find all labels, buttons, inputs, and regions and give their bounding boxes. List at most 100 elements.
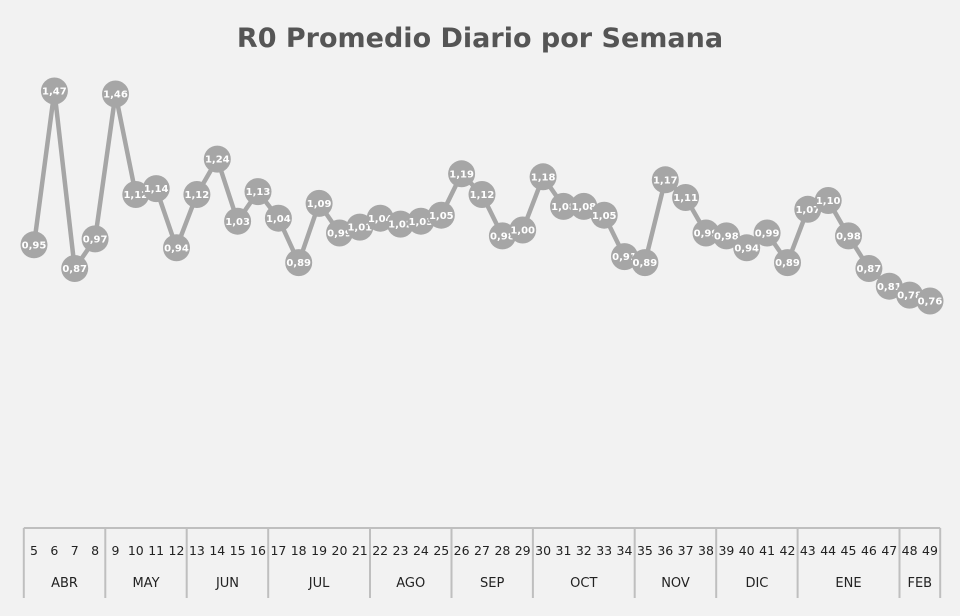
data-label: 1,05 <box>592 211 617 222</box>
data-point-marker <box>488 222 516 250</box>
x-tick-label: 28 <box>494 543 510 558</box>
x-tick-label: 16 <box>250 543 266 558</box>
data-label: 0,89 <box>633 258 658 269</box>
data-label: 1,04 <box>368 214 393 225</box>
data-point-marker <box>346 213 374 241</box>
data-point-marker <box>550 192 577 220</box>
data-point-marker <box>163 234 190 262</box>
data-label: 0,95 <box>22 240 47 251</box>
data-label: 1,12 <box>470 190 495 201</box>
data-point-marker <box>529 163 557 191</box>
x-tick-label: 24 <box>413 543 429 558</box>
data-label: 0,91 <box>612 252 637 263</box>
x-tick-label: 17 <box>270 543 286 558</box>
data-point-marker <box>427 201 455 229</box>
x-tick-label: 6 <box>50 543 58 558</box>
data-point-marker <box>448 160 476 188</box>
chart-title: R0 Promedio Diario por Semana <box>237 23 723 54</box>
x-tick-label: 19 <box>311 543 327 558</box>
x-tick-label: 22 <box>372 543 388 558</box>
data-point-marker <box>570 192 598 220</box>
x-tick-label: 31 <box>556 543 572 558</box>
data-label: 0,99 <box>755 229 780 240</box>
x-tick-label: 44 <box>820 543 836 558</box>
x-tick-label: 43 <box>800 543 816 558</box>
x-tick-label: 30 <box>535 543 551 558</box>
x-tick-label: 12 <box>169 543 185 558</box>
x-tick-label: 42 <box>780 543 796 558</box>
x-tick-label: 7 <box>71 543 79 558</box>
data-label: 1,12 <box>185 190 210 201</box>
data-label: 1,02 <box>388 220 413 231</box>
data-point-marker <box>672 184 700 211</box>
month-label: ENE <box>835 576 861 591</box>
x-tick-label: 49 <box>922 543 938 558</box>
x-tick-label: 35 <box>637 543 653 558</box>
data-label: 1,08 <box>571 202 596 213</box>
data-label: 1,11 <box>673 193 698 204</box>
data-point-marker <box>774 249 801 277</box>
x-tick-label: 11 <box>148 543 164 558</box>
x-tick-label: 21 <box>352 543 368 558</box>
data-point-marker <box>590 201 618 229</box>
data-point-marker <box>305 189 333 217</box>
x-tick-label: 10 <box>128 543 144 558</box>
data-label: 1,04 <box>266 214 291 225</box>
x-tick-label: 14 <box>209 543 225 558</box>
data-label: 0,76 <box>918 297 943 308</box>
data-label: 1,17 <box>653 175 678 186</box>
data-point-marker <box>285 249 313 277</box>
month-label: FEB <box>907 576 932 591</box>
x-tick-label: 18 <box>291 543 307 558</box>
data-label: 1,13 <box>246 187 271 198</box>
data-point-marker <box>203 145 231 173</box>
x-tick-label: 8 <box>91 543 99 558</box>
x-tick-label: 39 <box>718 543 734 558</box>
data-point-marker <box>40 77 68 105</box>
data-label: 0,98 <box>490 232 515 243</box>
x-tick-label: 32 <box>576 543 592 558</box>
data-point-marker <box>122 181 150 208</box>
month-label: JUL <box>308 576 330 591</box>
data-point-marker <box>794 195 822 223</box>
data-label: 0,98 <box>836 232 861 243</box>
data-label: 1,14 <box>144 184 169 195</box>
data-point-marker <box>366 204 394 232</box>
x-tick-label: 20 <box>332 543 348 558</box>
data-point-marker <box>264 204 292 232</box>
x-tick-label: 13 <box>189 543 205 558</box>
month-label: MAY <box>132 576 159 591</box>
x-axis: 5 6 7 8 9 10 11 12 13 14 15 16 17 18 19 20 21 22 23 24 25 26 2… <box>22 527 942 598</box>
data-label: 1,24 <box>205 155 230 166</box>
data-point-marker <box>916 287 944 315</box>
data-label: 0,87 <box>857 264 882 275</box>
x-tick-label: 9 <box>112 543 120 558</box>
x-tick-label: 38 <box>698 543 714 558</box>
data-point-marker <box>468 181 496 208</box>
x-tick-label: 40 <box>739 543 755 558</box>
data-point-marker <box>733 234 761 262</box>
data-point-marker <box>61 255 89 282</box>
data-points: 0,951,470,870,971,461,121,140,941,121,24… <box>20 77 944 315</box>
data-label: 1,09 <box>307 199 332 210</box>
x-tick-label: 34 <box>617 543 633 558</box>
data-label: 0,99 <box>694 229 719 240</box>
data-label: 1,07 <box>795 205 820 216</box>
data-label: 1,03 <box>225 217 250 228</box>
data-label: 1,01 <box>347 223 372 234</box>
data-label: 0,94 <box>734 243 759 254</box>
x-tick-label: 37 <box>678 543 694 558</box>
data-point-marker <box>20 231 48 259</box>
x-tick-label: 27 <box>474 543 490 558</box>
x-tick-label: 41 <box>759 543 775 558</box>
data-point-marker <box>875 272 903 300</box>
month-label: JUN <box>215 576 239 591</box>
data-point-marker <box>407 207 435 235</box>
data-label: 1,05 <box>429 211 454 222</box>
data-point-marker <box>753 219 781 247</box>
x-tick-label: 46 <box>861 543 877 558</box>
data-label: 1,10 <box>816 196 841 207</box>
month-label: AGO <box>396 576 425 591</box>
data-point-marker <box>244 178 272 206</box>
